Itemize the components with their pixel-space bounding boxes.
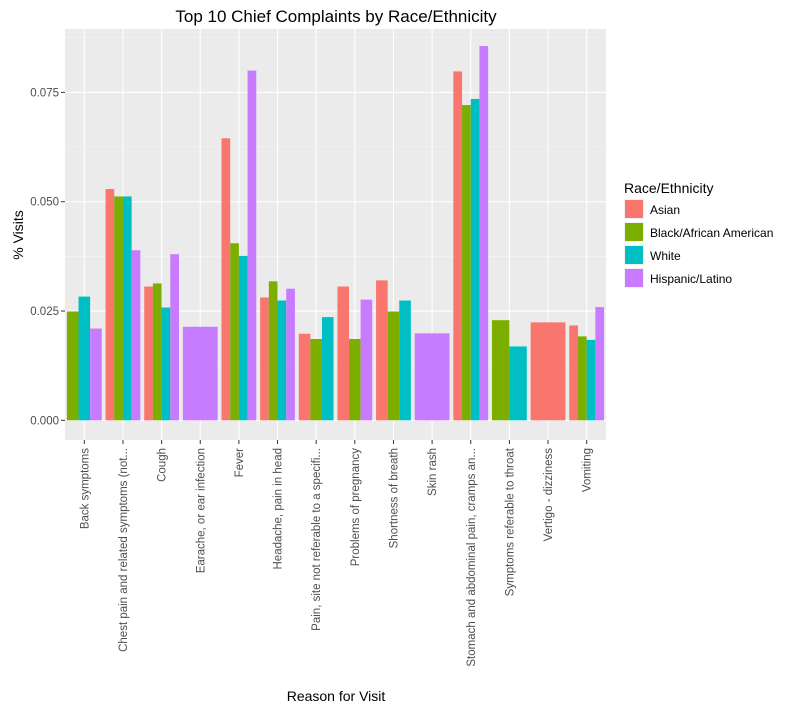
bar bbox=[268, 281, 278, 421]
bar bbox=[577, 336, 587, 421]
x-tick-label: Shortness of breath bbox=[388, 448, 400, 548]
bar bbox=[114, 196, 123, 421]
bar bbox=[569, 325, 578, 421]
x-axis-ticks: Back symptoms Chest pain and related symp… bbox=[79, 440, 594, 667]
bar bbox=[298, 333, 311, 421]
bar bbox=[387, 311, 400, 421]
bar bbox=[277, 300, 287, 421]
legend-swatch bbox=[625, 246, 643, 264]
x-tick-label: Problems of pregnancy bbox=[350, 448, 362, 567]
bar bbox=[78, 296, 91, 421]
x-tick-label: Earache, or ear infection bbox=[195, 448, 207, 573]
bar bbox=[595, 307, 605, 421]
x-tick-label: Skin rash bbox=[427, 448, 439, 496]
x-axis-title: Reason for Visit bbox=[287, 688, 386, 704]
legend-swatch bbox=[625, 223, 643, 241]
bar bbox=[462, 105, 471, 421]
bar bbox=[247, 70, 257, 421]
bar bbox=[152, 283, 162, 421]
y-tick-label: 0.075 bbox=[30, 87, 59, 99]
x-tick-label: Symptoms referable to throat bbox=[504, 447, 516, 596]
y-tick-label: 0.025 bbox=[30, 306, 59, 318]
x-tick-label: Cough bbox=[157, 448, 169, 482]
y-tick-label: 0.050 bbox=[30, 197, 59, 209]
bar bbox=[182, 326, 218, 421]
bar bbox=[337, 286, 350, 421]
bar bbox=[360, 299, 373, 421]
bar bbox=[122, 196, 132, 421]
y-tick-label: 0.000 bbox=[30, 415, 59, 427]
y-axis-title: % Visits bbox=[10, 210, 26, 260]
bar bbox=[321, 317, 334, 421]
bar bbox=[453, 71, 463, 421]
bar bbox=[479, 46, 489, 421]
x-tick-label: Fever bbox=[234, 448, 246, 478]
x-tick-label: Back symptoms bbox=[79, 448, 91, 529]
bar bbox=[105, 189, 115, 421]
bar bbox=[286, 288, 295, 421]
y-axis-ticks: 0.000 0.025 0.050 0.075 bbox=[30, 87, 65, 427]
bar bbox=[260, 297, 269, 421]
legend-label: White bbox=[650, 249, 681, 263]
bar bbox=[414, 333, 450, 421]
legend-label: Asian bbox=[650, 203, 680, 217]
legend-swatch bbox=[625, 200, 643, 218]
bar bbox=[586, 339, 596, 421]
legend-label: Black/African American bbox=[650, 226, 773, 240]
bar bbox=[509, 346, 527, 421]
bar bbox=[161, 307, 171, 421]
bar bbox=[530, 322, 566, 421]
bar bbox=[221, 138, 231, 421]
bar bbox=[376, 280, 388, 421]
bar bbox=[492, 320, 510, 421]
legend-swatch bbox=[625, 269, 643, 287]
x-tick-label: Chest pain and related symptoms (not... bbox=[118, 448, 130, 652]
bar bbox=[90, 328, 102, 421]
bar bbox=[238, 255, 248, 421]
bar bbox=[66, 311, 79, 421]
legend-label: Hispanic/Latino bbox=[650, 272, 732, 286]
bars bbox=[66, 46, 605, 421]
bar bbox=[230, 243, 239, 421]
x-tick-label: Stomach and abdominal pain, cramps an... bbox=[466, 448, 478, 667]
bar bbox=[144, 286, 153, 421]
x-tick-label: Headache, pain in head bbox=[273, 448, 285, 570]
bar bbox=[349, 338, 361, 421]
legend-title: Race/Ethnicity bbox=[624, 180, 713, 196]
x-tick-label: Vomiting bbox=[582, 448, 594, 492]
x-tick-label: Vertigo - dizziness bbox=[543, 448, 555, 542]
bar bbox=[131, 250, 141, 421]
bar bbox=[170, 254, 179, 421]
bar bbox=[470, 98, 480, 421]
bar bbox=[399, 300, 411, 421]
chart-title: Top 10 Chief Complaints by Race/Ethnicit… bbox=[175, 7, 497, 26]
x-tick-label: Pain, site not referable to a specifi... bbox=[311, 448, 323, 631]
bar bbox=[310, 338, 322, 421]
legend: Race/Ethnicity Asian Black/African Americ… bbox=[624, 180, 773, 288]
